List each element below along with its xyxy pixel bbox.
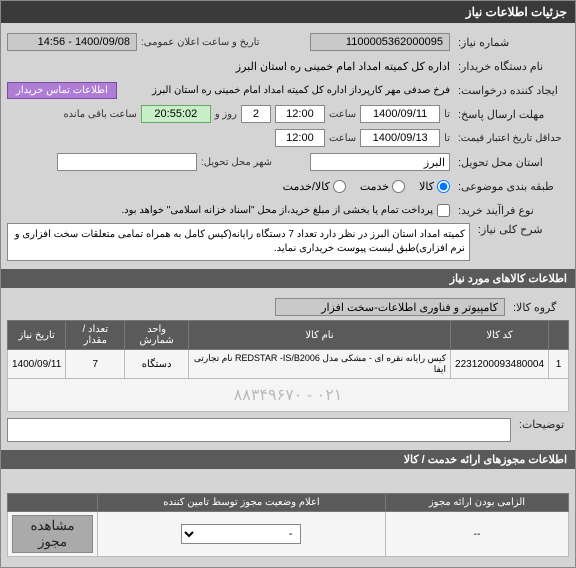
cat-goods-service-radio[interactable]	[333, 180, 346, 193]
contact-buyer-button[interactable]: اطلاعات تماس خریدار	[7, 82, 117, 99]
validity-hour-input[interactable]	[275, 129, 325, 147]
cat-goods-radio[interactable]	[437, 180, 450, 193]
permits-section-header: اطلاعات مجوزهای ارائه خدمت / کالا	[1, 450, 575, 469]
buyer-org-label: نام دستگاه خریدار:	[454, 60, 569, 73]
pcol-required: الزامی بودن ارائه مجوز	[385, 494, 568, 512]
pcell-action: مشاهده مجوز	[8, 512, 98, 557]
cell-code: 2231200093480004	[451, 350, 549, 379]
requester-label: ایجاد کننده درخواست:	[454, 84, 569, 97]
view-permit-button[interactable]: مشاهده مجوز	[12, 515, 93, 553]
pcell-status: -	[98, 512, 386, 557]
deadline-to: تا	[444, 109, 450, 120]
announce-label: تاریخ و ساعت اعلان عمومی:	[141, 37, 260, 48]
need-no-label: شماره نیاز:	[454, 36, 569, 49]
col-code: کد کالا	[451, 321, 549, 350]
goods-table: کد کالا نام کالا واحد شمارش تعداد / مقدا…	[7, 320, 569, 412]
validity-date-input[interactable]	[360, 129, 440, 147]
pcell-required: --	[385, 512, 568, 557]
cell-date: 1400/09/11	[8, 350, 66, 379]
cell-name: کیس رایانه نقره ای - مشکی مدل REDSTAR -I…	[188, 350, 450, 379]
summary-text: کمیته امداد استان البرز در نظر دارد تعدا…	[7, 223, 470, 261]
deadline-hour-label: ساعت	[329, 109, 356, 120]
validity-to: تا	[444, 133, 450, 144]
city-input[interactable]	[57, 153, 197, 171]
deadline-hour-input[interactable]	[275, 105, 325, 123]
col-qty: تعداد / مقدار	[66, 321, 125, 350]
details-panel: جزئیات اطلاعات نیاز شماره نیاز: 11000053…	[0, 0, 576, 568]
permits-table: الزامی بودن ارائه مجوز اعلام وضعیت مجوز …	[7, 493, 569, 557]
cell-unit: دستگاه	[125, 350, 189, 379]
deadline-days-input[interactable]	[241, 105, 271, 123]
buyer-org-value: اداره کل کمیته امداد امام خمینی ره استان…	[236, 60, 450, 73]
goods-section-header: اطلاعات کالاهای مورد نیاز	[1, 269, 575, 288]
cat-goods-label: کالا	[419, 180, 434, 193]
province-label: استان محل تحویل:	[454, 156, 569, 169]
cat-goods-service-label: کالا/خدمت	[283, 180, 330, 193]
category-label: طبقه بندی موضوعی:	[454, 180, 569, 193]
pcol-status: اعلام وضعیت مجوز توسط تامین کننده	[98, 494, 386, 512]
cat-service-radio[interactable]	[392, 180, 405, 193]
city-label: شهر محل تحویل:	[201, 157, 272, 168]
deadline-label: مهلت ارسال پاسخ:	[454, 108, 569, 121]
permits-row: -- - مشاهده مجوز	[8, 512, 569, 557]
col-date: تاریخ نیاز	[8, 321, 66, 350]
summary-label: شرح کلی نیاز:	[474, 223, 569, 236]
validity-label: حداقل تاریخ اعتبار قیمت:	[454, 133, 569, 144]
deadline-days-label: روز و	[215, 109, 237, 120]
panel-title: جزئیات اطلاعات نیاز	[1, 1, 575, 23]
group-value: کامپیوتر و فناوری اطلاعات-سخت افزار	[275, 298, 505, 316]
col-name: نام کالا	[188, 321, 450, 350]
cat-service-label: خدمت	[360, 180, 389, 193]
category-radio-group: کالا خدمت کالا/خدمت	[283, 180, 450, 193]
col-idx	[549, 321, 569, 350]
form-body: شماره نیاز: 1100005362000095 تاریخ و ساع…	[1, 23, 575, 269]
announce-value: 1400/09/08 - 14:56	[7, 33, 137, 51]
group-label: گروه کالا:	[509, 301, 569, 314]
need-no-value: 1100005362000095	[310, 33, 450, 51]
deadline-remain-label: ساعت باقی مانده	[63, 109, 136, 120]
notes-label: توضیحات:	[515, 418, 569, 431]
permit-status-select[interactable]: -	[181, 524, 301, 544]
province-input[interactable]	[310, 153, 450, 171]
pcol-action	[8, 494, 98, 512]
cell-qty: 7	[66, 350, 125, 379]
process-label: نوع فراآیند خرید:	[454, 204, 569, 217]
process-note: پرداخت تمام یا بخشی از مبلغ خرید،از محل …	[121, 205, 433, 216]
watermark-row: ۰۲۱ - ۸۸۳۴۹۶۷۰	[8, 379, 569, 412]
cell-idx: 1	[549, 350, 569, 379]
deadline-date-input[interactable]	[360, 105, 440, 123]
requester-value: فرخ صدفی مهر کارپرداز اداره کل کمیته امد…	[152, 85, 450, 96]
col-unit: واحد شمارش	[125, 321, 189, 350]
process-checkbox[interactable]	[437, 204, 450, 217]
watermark-text: ۰۲۱ - ۸۸۳۴۹۶۷۰	[8, 379, 569, 412]
table-row: 1 2231200093480004 کیس رایانه نقره ای - …	[8, 350, 569, 379]
notes-box	[7, 418, 511, 442]
validity-hour-label: ساعت	[329, 133, 356, 144]
deadline-timer: 20:55:02	[141, 105, 211, 123]
